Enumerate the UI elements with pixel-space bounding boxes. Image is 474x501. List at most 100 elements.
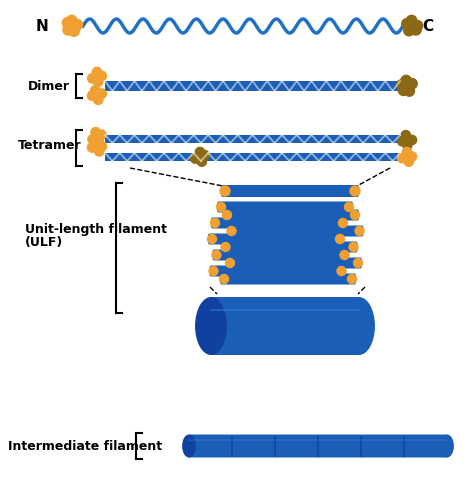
Circle shape [402, 140, 412, 150]
Circle shape [97, 142, 107, 151]
Ellipse shape [182, 434, 196, 457]
Circle shape [221, 242, 230, 252]
Circle shape [208, 234, 217, 243]
Circle shape [411, 25, 421, 35]
Circle shape [398, 137, 407, 146]
Circle shape [217, 202, 226, 211]
Circle shape [210, 218, 219, 227]
Circle shape [401, 131, 410, 140]
Ellipse shape [440, 434, 454, 457]
Circle shape [97, 130, 106, 139]
Text: N: N [35, 19, 48, 34]
Circle shape [209, 267, 218, 276]
Circle shape [222, 210, 231, 219]
FancyBboxPatch shape [208, 233, 344, 244]
Circle shape [69, 26, 79, 36]
Text: Intermediate filament: Intermediate filament [8, 439, 162, 452]
FancyBboxPatch shape [105, 153, 400, 161]
Circle shape [90, 138, 100, 147]
FancyBboxPatch shape [221, 241, 357, 253]
FancyBboxPatch shape [210, 266, 346, 277]
Circle shape [91, 128, 100, 137]
Ellipse shape [195, 297, 227, 355]
Circle shape [345, 202, 354, 211]
FancyBboxPatch shape [217, 201, 353, 212]
Circle shape [67, 22, 76, 31]
Circle shape [404, 157, 413, 166]
Text: Unit-length filament: Unit-length filament [25, 222, 167, 235]
Circle shape [97, 71, 107, 81]
Circle shape [355, 226, 364, 235]
Circle shape [350, 210, 359, 219]
Circle shape [408, 22, 417, 31]
FancyBboxPatch shape [212, 249, 348, 261]
Circle shape [220, 186, 230, 196]
Circle shape [93, 91, 101, 99]
Circle shape [226, 259, 235, 268]
Circle shape [407, 135, 417, 145]
Circle shape [347, 275, 356, 284]
Circle shape [398, 85, 409, 96]
Circle shape [87, 143, 97, 152]
Circle shape [66, 16, 77, 26]
FancyBboxPatch shape [105, 135, 400, 143]
FancyBboxPatch shape [223, 209, 359, 220]
Circle shape [227, 226, 236, 235]
Text: (ULF): (ULF) [25, 235, 63, 248]
Circle shape [349, 242, 358, 252]
Circle shape [407, 152, 417, 161]
Circle shape [340, 250, 349, 260]
Circle shape [88, 135, 97, 144]
Circle shape [219, 275, 228, 284]
Circle shape [93, 73, 101, 81]
Circle shape [94, 147, 104, 156]
Circle shape [404, 26, 414, 36]
Circle shape [402, 19, 412, 29]
Circle shape [398, 153, 407, 163]
Circle shape [212, 250, 221, 260]
Circle shape [200, 150, 209, 160]
FancyBboxPatch shape [226, 258, 362, 269]
Circle shape [93, 95, 103, 105]
Circle shape [195, 147, 205, 157]
Text: C: C [422, 19, 433, 34]
Circle shape [63, 18, 73, 28]
Circle shape [191, 154, 200, 163]
FancyBboxPatch shape [189, 434, 447, 457]
Circle shape [412, 21, 423, 31]
Circle shape [338, 218, 347, 227]
FancyBboxPatch shape [105, 81, 400, 91]
Circle shape [93, 143, 101, 151]
FancyBboxPatch shape [211, 297, 359, 355]
Circle shape [337, 267, 346, 276]
Circle shape [93, 133, 101, 141]
Text: Dimer: Dimer [28, 80, 70, 93]
Circle shape [407, 79, 417, 89]
Circle shape [403, 136, 411, 144]
Circle shape [93, 77, 103, 87]
FancyBboxPatch shape [228, 225, 364, 236]
FancyBboxPatch shape [220, 274, 356, 285]
Circle shape [336, 234, 345, 243]
Text: Tetramer: Tetramer [18, 138, 82, 151]
Circle shape [406, 16, 417, 26]
Circle shape [196, 153, 204, 161]
Circle shape [403, 153, 411, 161]
Circle shape [396, 80, 407, 90]
FancyBboxPatch shape [211, 217, 347, 228]
Circle shape [97, 89, 107, 98]
Circle shape [402, 147, 411, 157]
Circle shape [92, 67, 101, 77]
Circle shape [72, 20, 82, 30]
Circle shape [197, 157, 207, 166]
Circle shape [404, 86, 414, 96]
Circle shape [88, 74, 97, 83]
Circle shape [402, 82, 411, 91]
FancyBboxPatch shape [221, 185, 359, 197]
Circle shape [91, 86, 100, 95]
Circle shape [401, 75, 411, 86]
Ellipse shape [343, 297, 375, 355]
Circle shape [94, 137, 103, 146]
Circle shape [354, 259, 363, 268]
Circle shape [87, 91, 97, 100]
